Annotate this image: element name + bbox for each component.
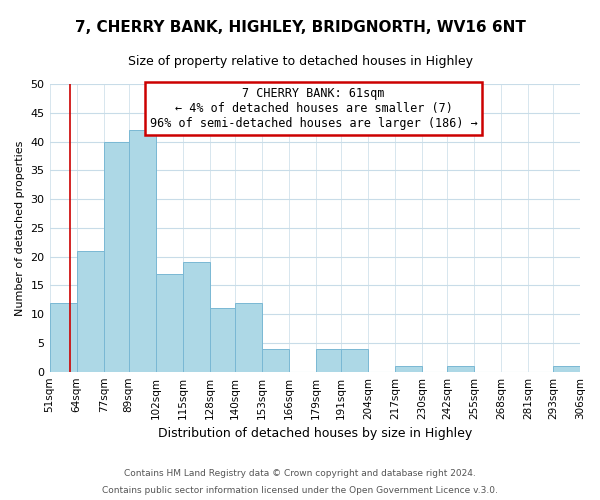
Text: 7, CHERRY BANK, HIGHLEY, BRIDGNORTH, WV16 6NT: 7, CHERRY BANK, HIGHLEY, BRIDGNORTH, WV1… [74,20,526,35]
Text: Size of property relative to detached houses in Highley: Size of property relative to detached ho… [128,55,473,68]
Bar [395,366,422,372]
Bar [553,366,580,372]
Bar [341,348,368,372]
Bar [155,274,182,372]
Bar [447,366,474,372]
Text: 7 CHERRY BANK: 61sqm
← 4% of detached houses are smaller (7)
96% of semi-detache: 7 CHERRY BANK: 61sqm ← 4% of detached ho… [150,87,478,130]
X-axis label: Distribution of detached houses by size in Highley: Distribution of detached houses by size … [158,427,472,440]
Bar [235,302,262,372]
Bar [262,348,289,372]
Bar [128,130,155,372]
Bar [182,262,210,372]
Bar [77,251,104,372]
Bar [210,308,235,372]
Y-axis label: Number of detached properties: Number of detached properties [15,140,25,316]
Bar [50,302,77,372]
Bar [316,348,341,372]
Bar [104,142,128,372]
Text: Contains public sector information licensed under the Open Government Licence v.: Contains public sector information licen… [102,486,498,495]
Text: Contains HM Land Registry data © Crown copyright and database right 2024.: Contains HM Land Registry data © Crown c… [124,468,476,477]
